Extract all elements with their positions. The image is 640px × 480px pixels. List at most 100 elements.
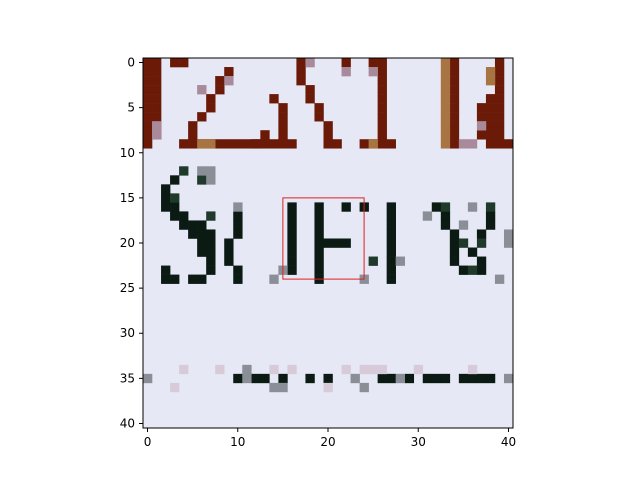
image-pixel xyxy=(341,238,351,248)
image-pixel xyxy=(467,364,478,375)
image-pixel xyxy=(440,85,451,95)
image-pixel xyxy=(143,139,153,149)
image-pixel xyxy=(485,112,496,122)
image-pixel xyxy=(179,166,189,176)
image-pixel xyxy=(224,256,234,266)
image-pixel xyxy=(152,121,162,131)
image-pixel xyxy=(494,85,505,95)
image-pixel xyxy=(269,139,279,149)
image-pixel xyxy=(278,130,288,140)
image-pixel xyxy=(377,94,387,104)
image-pixel xyxy=(251,373,261,384)
image-pixel xyxy=(278,373,288,384)
image-pixel xyxy=(314,265,324,275)
image-pixel xyxy=(197,166,207,176)
image-pixel xyxy=(143,130,153,140)
image-pixel xyxy=(206,139,216,149)
image-pixel xyxy=(494,112,505,122)
image-pixel xyxy=(368,364,378,375)
image-pixel xyxy=(305,85,315,95)
y-tick-label: 40 xyxy=(120,416,135,430)
image-pixel xyxy=(449,76,460,86)
image-pixel xyxy=(260,373,270,384)
image-pixel xyxy=(440,220,451,230)
y-tick-label: 25 xyxy=(120,281,135,295)
image-pixel xyxy=(170,202,180,212)
x-tick-label: 30 xyxy=(411,435,426,449)
image-pixel xyxy=(377,373,387,384)
image-pixel xyxy=(287,229,297,239)
image-pixel xyxy=(476,229,487,239)
image-pixel xyxy=(296,76,306,86)
image-pixel xyxy=(422,211,433,221)
y-tick-label: 5 xyxy=(127,101,135,115)
image-pixel xyxy=(377,130,387,140)
image-pixel xyxy=(449,67,460,77)
image-pixel xyxy=(494,94,505,104)
image-pixel xyxy=(386,238,396,248)
image-pixel xyxy=(197,220,207,230)
image-pixel xyxy=(494,121,505,131)
image-pixel xyxy=(341,58,351,68)
image-pixel xyxy=(305,373,315,384)
image-pixel xyxy=(323,121,333,131)
image-pixel xyxy=(224,139,234,149)
image-pixel xyxy=(485,76,496,86)
image-pixel xyxy=(224,76,234,86)
image-pixel xyxy=(206,211,216,221)
image-pixel xyxy=(476,112,487,122)
image-pixel xyxy=(152,103,162,113)
image-pixel xyxy=(485,121,496,131)
image-pixel xyxy=(143,58,153,68)
image-pixel xyxy=(215,76,225,86)
image-pixel xyxy=(476,238,487,248)
image-pixel xyxy=(449,85,460,95)
image-pixel xyxy=(161,184,171,194)
image-pixel xyxy=(188,220,198,230)
image-pixel xyxy=(467,139,478,149)
image-pixel xyxy=(152,76,162,86)
image-pixel xyxy=(440,58,451,68)
image-pixel xyxy=(170,211,180,221)
image-pixel xyxy=(314,220,324,230)
image-pixel xyxy=(206,175,216,185)
image-pixel xyxy=(503,238,514,248)
image-pixel xyxy=(440,202,451,212)
image-pixel xyxy=(179,139,189,149)
image-pixel xyxy=(179,211,189,221)
image-pixel xyxy=(206,265,216,275)
y-axis: 0 5 10 15 20 25 30 35 40 xyxy=(120,56,143,430)
image-pixel xyxy=(449,94,460,104)
image-pixel xyxy=(161,202,171,212)
image-pixel xyxy=(359,364,369,375)
image-pixel xyxy=(377,58,387,68)
image-pixel xyxy=(404,373,415,384)
image-pixel xyxy=(197,139,207,149)
image-pixel xyxy=(278,103,288,113)
image-pixel xyxy=(323,130,333,140)
x-axis: 0 10 20 30 40 xyxy=(144,428,516,449)
image-pixel xyxy=(449,103,460,113)
image-pixel xyxy=(350,373,360,384)
image-pixel xyxy=(143,76,153,86)
image-pixel xyxy=(269,94,279,104)
image-pixel xyxy=(377,67,387,77)
image-pixel xyxy=(440,67,451,77)
image-pixel xyxy=(233,202,243,212)
image-pixel xyxy=(485,130,496,140)
image-pixel xyxy=(485,211,496,221)
image-pixel xyxy=(161,274,171,284)
image-pixel xyxy=(188,274,198,284)
image-pixel xyxy=(377,112,387,122)
image-pixel xyxy=(368,139,378,149)
image-pixel xyxy=(440,211,451,221)
x-tick-label: 20 xyxy=(320,435,335,449)
image-pixel xyxy=(368,58,378,68)
image-pixel xyxy=(278,139,288,149)
image-pixel xyxy=(368,67,378,77)
image-pixel xyxy=(260,139,270,149)
image-pixel xyxy=(152,67,162,77)
image-pixel xyxy=(161,193,171,203)
image-pixel xyxy=(467,202,478,212)
y-tick-label: 20 xyxy=(120,236,135,250)
